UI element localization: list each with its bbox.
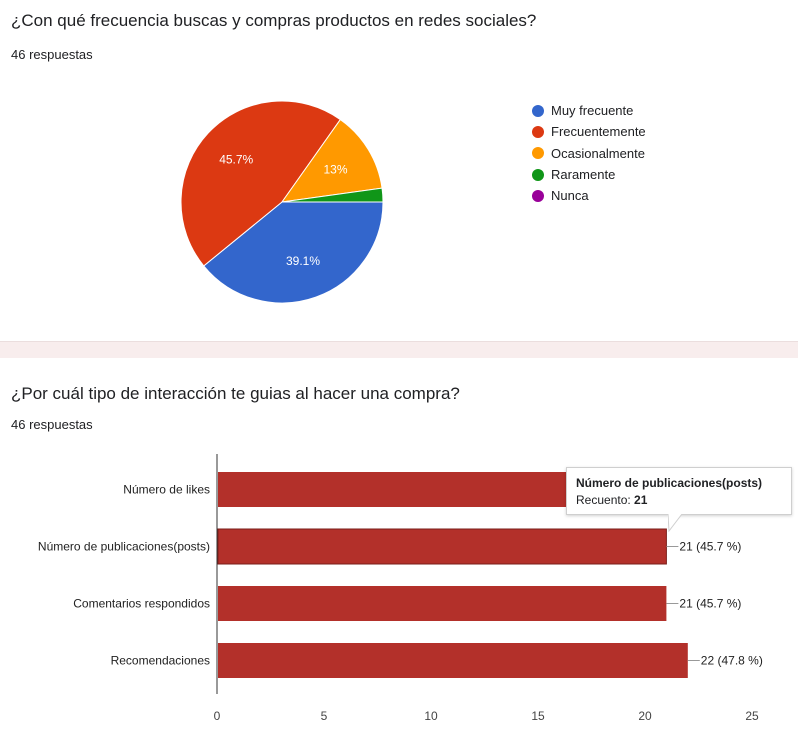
- x-tick-label: 25: [745, 709, 759, 723]
- tooltip-line: Recuento: 21: [576, 493, 782, 507]
- question-card-frequency: ¿Con qué frecuencia buscas y compras pro…: [0, 0, 798, 341]
- legend-label: Frecuentemente: [551, 124, 646, 140]
- section-divider: [0, 341, 798, 358]
- response-count: 46 respuestas: [11, 47, 93, 62]
- x-tick-label: 20: [638, 709, 652, 723]
- legend-item[interactable]: Nunca: [532, 185, 646, 206]
- tooltip-title: Número de publicaciones(posts): [576, 476, 763, 490]
- legend-dot-icon: [532, 147, 544, 160]
- pie-slice-label: 39.1%: [286, 254, 320, 268]
- question-title: ¿Con qué frecuencia buscas y compras pro…: [11, 11, 537, 30]
- pie-slice-label: 45.7%: [219, 152, 253, 166]
- legend-item[interactable]: Ocasionalmente: [532, 143, 646, 164]
- chart-tooltip: Número de publicaciones(posts) Recuento:…: [566, 467, 792, 515]
- legend-item[interactable]: Muy frecuente: [532, 100, 646, 121]
- pie-slice[interactable]: [180, 100, 342, 267]
- response-count: 46 respuestas: [11, 417, 93, 432]
- pie-chart[interactable]: 39.1% 45.7% 13%: [160, 80, 410, 330]
- legend-dot-icon: [532, 168, 544, 181]
- legend-label: Muy frecuente: [551, 103, 634, 119]
- tooltip-pointer: [668, 514, 683, 532]
- category-label: Comentarios respondidos: [73, 597, 210, 611]
- pie-slice-label: 13%: [323, 162, 347, 176]
- legend-item[interactable]: Raramente: [532, 164, 646, 185]
- legend-label: Ocasionalmente: [551, 145, 645, 161]
- pie-slice[interactable]: [203, 201, 384, 304]
- legend-label: Raramente: [551, 167, 616, 183]
- legend-label: Nunca: [551, 188, 589, 204]
- pie-slice[interactable]: [280, 118, 383, 203]
- bar[interactable]: [218, 643, 688, 678]
- data-label: 22 (47.8 %): [701, 654, 763, 668]
- bar-chart[interactable]: Número de likes Número de publicaciones(p…: [0, 450, 798, 750]
- x-tick-label: 5: [321, 709, 328, 723]
- category-label: Número de likes: [123, 483, 210, 497]
- data-label: 21 (45.7 %): [679, 597, 741, 611]
- legend-item[interactable]: Frecuentemente: [532, 121, 646, 142]
- bar[interactable]: [218, 586, 667, 621]
- tooltip-label: Recuento:: [576, 493, 635, 507]
- legend-dot-icon: [532, 104, 544, 117]
- tooltip-value: 21: [634, 493, 648, 507]
- question-title: ¿Por cuál tipo de interacción te guias a…: [11, 384, 460, 403]
- x-tick-label: 10: [424, 709, 438, 723]
- data-label: 21 (45.7 %): [679, 540, 741, 554]
- pie-legend: Muy frecuente Frecuentemente Ocasionalment…: [532, 100, 646, 206]
- x-tick-label: 15: [531, 709, 545, 723]
- legend-dot-icon: [532, 125, 544, 138]
- category-label: Número de publicaciones(posts): [38, 540, 210, 554]
- category-label: Recomendaciones: [111, 654, 210, 668]
- legend-dot-icon: [532, 189, 544, 202]
- x-tick-label: 0: [214, 709, 221, 723]
- bar[interactable]: [217, 528, 667, 565]
- pie-slice[interactable]: [281, 187, 384, 203]
